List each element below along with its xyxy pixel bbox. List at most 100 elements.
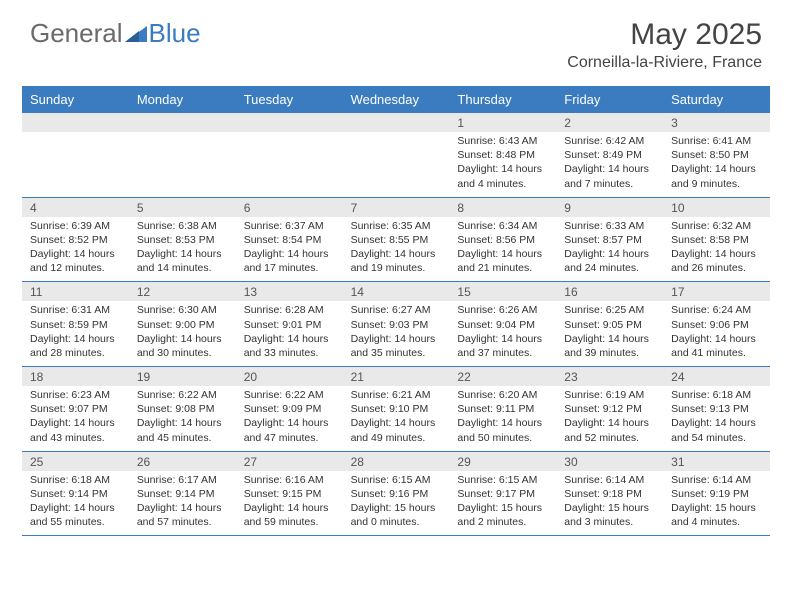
- logo-triangle-icon: [125, 24, 147, 42]
- day-number: [129, 113, 236, 132]
- daylight-text: Daylight: 15 hours and 3 minutes.: [564, 501, 655, 529]
- day-details: Sunrise: 6:34 AMSunset: 8:56 PMDaylight:…: [449, 217, 556, 282]
- daylight-text: Daylight: 14 hours and 12 minutes.: [30, 247, 121, 275]
- sunrise-text: Sunrise: 6:32 AM: [671, 219, 762, 233]
- day-number: 4: [22, 198, 129, 217]
- details-row: Sunrise: 6:31 AMSunset: 8:59 PMDaylight:…: [22, 301, 770, 366]
- daylight-text: Daylight: 14 hours and 24 minutes.: [564, 247, 655, 275]
- sunset-text: Sunset: 9:14 PM: [137, 487, 228, 501]
- sunset-text: Sunset: 9:18 PM: [564, 487, 655, 501]
- daylight-text: Daylight: 14 hours and 30 minutes.: [137, 332, 228, 360]
- sunrise-text: Sunrise: 6:17 AM: [137, 473, 228, 487]
- sunset-text: Sunset: 8:59 PM: [30, 318, 121, 332]
- day-details: Sunrise: 6:38 AMSunset: 8:53 PMDaylight:…: [129, 217, 236, 282]
- daylight-text: Daylight: 14 hours and 39 minutes.: [564, 332, 655, 360]
- sunset-text: Sunset: 9:07 PM: [30, 402, 121, 416]
- day-number: 11: [22, 282, 129, 301]
- day-number: 2: [556, 113, 663, 132]
- daylight-text: Daylight: 14 hours and 45 minutes.: [137, 416, 228, 444]
- daylight-text: Daylight: 15 hours and 2 minutes.: [457, 501, 548, 529]
- day-details: Sunrise: 6:30 AMSunset: 9:00 PMDaylight:…: [129, 301, 236, 366]
- day-header-cell: Friday: [556, 87, 663, 112]
- day-details: Sunrise: 6:27 AMSunset: 9:03 PMDaylight:…: [343, 301, 450, 366]
- sunset-text: Sunset: 9:06 PM: [671, 318, 762, 332]
- sunrise-text: Sunrise: 6:21 AM: [351, 388, 442, 402]
- sunset-text: Sunset: 8:54 PM: [244, 233, 335, 247]
- sunrise-text: Sunrise: 6:25 AM: [564, 303, 655, 317]
- daylight-text: Daylight: 14 hours and 41 minutes.: [671, 332, 762, 360]
- day-number: [236, 113, 343, 132]
- week-block: 11121314151617Sunrise: 6:31 AMSunset: 8:…: [22, 281, 770, 366]
- day-number: 6: [236, 198, 343, 217]
- day-header-cell: Monday: [129, 87, 236, 112]
- day-header-cell: Tuesday: [236, 87, 343, 112]
- sunrise-text: Sunrise: 6:18 AM: [30, 473, 121, 487]
- sunrise-text: Sunrise: 6:34 AM: [457, 219, 548, 233]
- day-number: 1: [449, 113, 556, 132]
- day-number: [22, 113, 129, 132]
- calendar-bottom-border: [22, 535, 770, 536]
- day-number: 3: [663, 113, 770, 132]
- sunrise-text: Sunrise: 6:19 AM: [564, 388, 655, 402]
- weeks-container: 123Sunrise: 6:43 AMSunset: 8:48 PMDaylig…: [22, 112, 770, 535]
- day-details: Sunrise: 6:22 AMSunset: 9:09 PMDaylight:…: [236, 386, 343, 451]
- day-number: 13: [236, 282, 343, 301]
- week-block: 18192021222324Sunrise: 6:23 AMSunset: 9:…: [22, 366, 770, 451]
- daylight-text: Daylight: 14 hours and 26 minutes.: [671, 247, 762, 275]
- sunset-text: Sunset: 9:19 PM: [671, 487, 762, 501]
- daylight-text: Daylight: 14 hours and 55 minutes.: [30, 501, 121, 529]
- sunrise-text: Sunrise: 6:43 AM: [457, 134, 548, 148]
- daylight-text: Daylight: 14 hours and 33 minutes.: [244, 332, 335, 360]
- daylight-text: Daylight: 14 hours and 28 minutes.: [30, 332, 121, 360]
- day-number: 12: [129, 282, 236, 301]
- sunrise-text: Sunrise: 6:28 AM: [244, 303, 335, 317]
- day-number: 19: [129, 367, 236, 386]
- day-number: 18: [22, 367, 129, 386]
- day-number: 24: [663, 367, 770, 386]
- day-details: Sunrise: 6:28 AMSunset: 9:01 PMDaylight:…: [236, 301, 343, 366]
- day-details: Sunrise: 6:16 AMSunset: 9:15 PMDaylight:…: [236, 471, 343, 536]
- sunrise-text: Sunrise: 6:23 AM: [30, 388, 121, 402]
- day-details: Sunrise: 6:18 AMSunset: 9:13 PMDaylight:…: [663, 386, 770, 451]
- day-details: Sunrise: 6:15 AMSunset: 9:16 PMDaylight:…: [343, 471, 450, 536]
- daynum-row: 25262728293031: [22, 452, 770, 471]
- day-number: 9: [556, 198, 663, 217]
- sunset-text: Sunset: 8:48 PM: [457, 148, 548, 162]
- daylight-text: Daylight: 14 hours and 9 minutes.: [671, 162, 762, 190]
- sunrise-text: Sunrise: 6:22 AM: [244, 388, 335, 402]
- day-details: [22, 132, 129, 197]
- day-details: Sunrise: 6:19 AMSunset: 9:12 PMDaylight:…: [556, 386, 663, 451]
- logo-text-2: Blue: [149, 18, 201, 49]
- sunset-text: Sunset: 9:04 PM: [457, 318, 548, 332]
- sunrise-text: Sunrise: 6:37 AM: [244, 219, 335, 233]
- daylight-text: Daylight: 14 hours and 4 minutes.: [457, 162, 548, 190]
- day-details: Sunrise: 6:39 AMSunset: 8:52 PMDaylight:…: [22, 217, 129, 282]
- daylight-text: Daylight: 14 hours and 17 minutes.: [244, 247, 335, 275]
- daylight-text: Daylight: 14 hours and 57 minutes.: [137, 501, 228, 529]
- header: General Blue May 2025 Corneilla-la-Rivie…: [0, 0, 792, 80]
- day-number: 25: [22, 452, 129, 471]
- day-details: Sunrise: 6:17 AMSunset: 9:14 PMDaylight:…: [129, 471, 236, 536]
- day-details: Sunrise: 6:35 AMSunset: 8:55 PMDaylight:…: [343, 217, 450, 282]
- sunset-text: Sunset: 9:09 PM: [244, 402, 335, 416]
- sunset-text: Sunset: 8:52 PM: [30, 233, 121, 247]
- day-header-cell: Thursday: [449, 87, 556, 112]
- day-details: Sunrise: 6:21 AMSunset: 9:10 PMDaylight:…: [343, 386, 450, 451]
- daynum-row: 18192021222324: [22, 367, 770, 386]
- day-details: Sunrise: 6:32 AMSunset: 8:58 PMDaylight:…: [663, 217, 770, 282]
- day-number: 5: [129, 198, 236, 217]
- sunrise-text: Sunrise: 6:18 AM: [671, 388, 762, 402]
- details-row: Sunrise: 6:43 AMSunset: 8:48 PMDaylight:…: [22, 132, 770, 197]
- day-number: 16: [556, 282, 663, 301]
- sunset-text: Sunset: 8:56 PM: [457, 233, 548, 247]
- day-number: 23: [556, 367, 663, 386]
- day-details: Sunrise: 6:23 AMSunset: 9:07 PMDaylight:…: [22, 386, 129, 451]
- sunrise-text: Sunrise: 6:22 AM: [137, 388, 228, 402]
- sunset-text: Sunset: 8:55 PM: [351, 233, 442, 247]
- day-number: 17: [663, 282, 770, 301]
- day-header-cell: Sunday: [22, 87, 129, 112]
- day-header-cell: Saturday: [663, 87, 770, 112]
- day-number: 7: [343, 198, 450, 217]
- daylight-text: Daylight: 14 hours and 21 minutes.: [457, 247, 548, 275]
- daynum-row: 123: [22, 113, 770, 132]
